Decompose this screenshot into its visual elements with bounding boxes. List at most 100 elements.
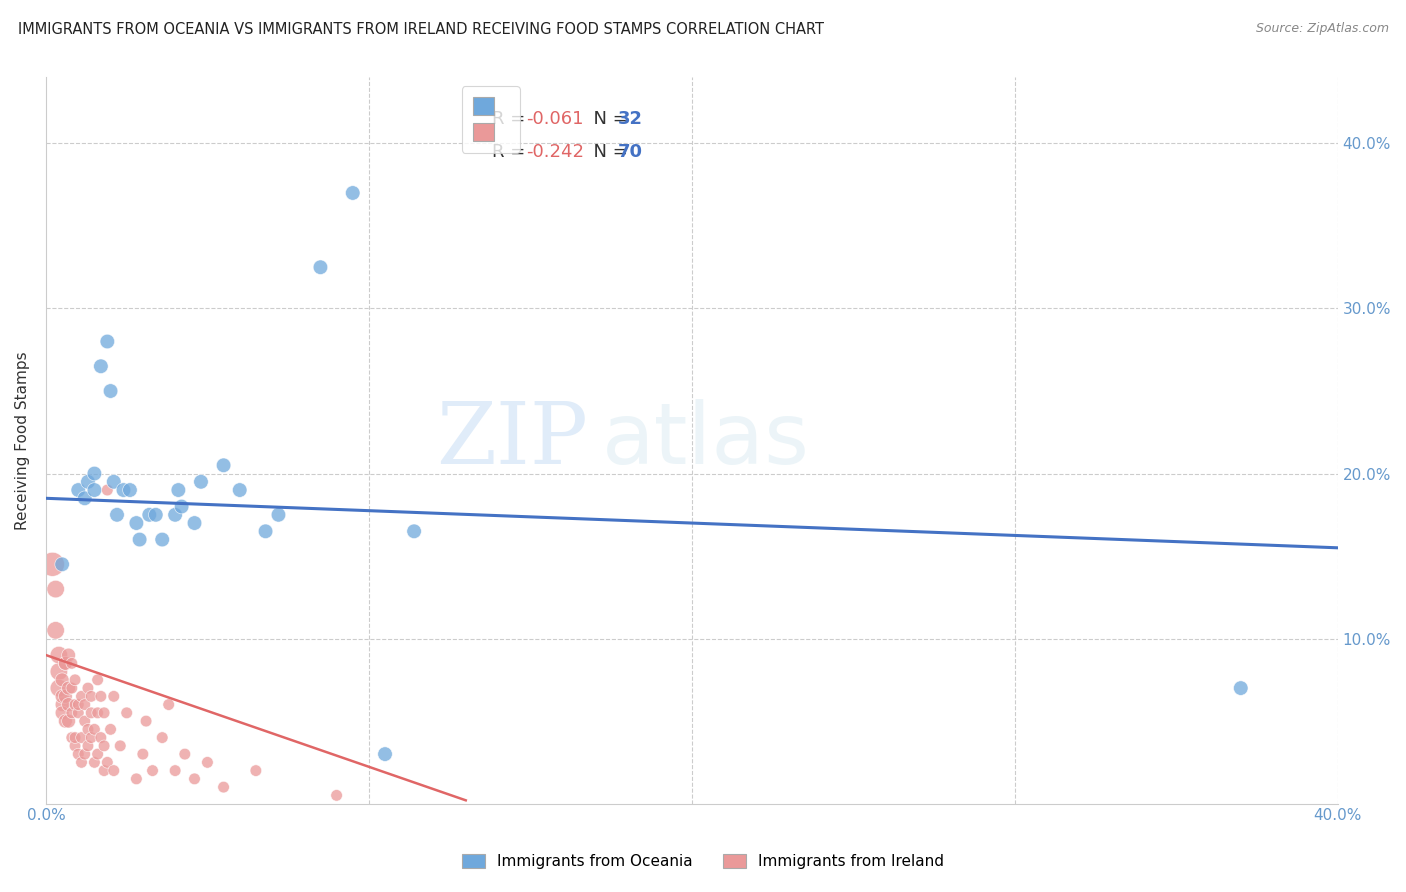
Point	[115, 706, 138, 720]
Legend: , : ,	[463, 87, 520, 153]
Point	[138, 508, 160, 522]
Point	[63, 731, 86, 745]
Point	[73, 747, 96, 761]
Point	[245, 764, 267, 778]
Point	[267, 508, 290, 522]
Point	[128, 533, 150, 547]
Point	[53, 714, 76, 728]
Point	[90, 690, 112, 704]
Point	[86, 706, 108, 720]
Point	[309, 260, 332, 275]
Point	[48, 681, 70, 695]
Point	[63, 739, 86, 753]
Point	[150, 533, 173, 547]
Point	[60, 706, 83, 720]
Point	[132, 747, 155, 761]
Legend: Immigrants from Oceania, Immigrants from Ireland: Immigrants from Oceania, Immigrants from…	[456, 848, 950, 875]
Point	[45, 624, 67, 638]
Point	[254, 524, 277, 539]
Text: 70: 70	[619, 143, 643, 161]
Point	[96, 334, 118, 349]
Point	[51, 673, 73, 687]
Point	[103, 690, 125, 704]
Point	[165, 508, 187, 522]
Point	[86, 747, 108, 761]
Point	[141, 764, 163, 778]
Point	[157, 698, 180, 712]
Point	[118, 483, 141, 497]
Point	[190, 475, 212, 489]
Point	[67, 698, 90, 712]
Point	[83, 756, 105, 770]
Point	[77, 739, 100, 753]
Point	[51, 706, 73, 720]
Point	[100, 384, 122, 398]
Point	[60, 731, 83, 745]
Point	[70, 756, 93, 770]
Point	[135, 714, 157, 728]
Point	[77, 475, 100, 489]
Text: N =: N =	[582, 143, 634, 161]
Point	[53, 690, 76, 704]
Point	[83, 483, 105, 497]
Point	[63, 698, 86, 712]
Point	[96, 756, 118, 770]
Point	[51, 690, 73, 704]
Text: N =: N =	[582, 110, 634, 128]
Point	[70, 731, 93, 745]
Point	[342, 186, 364, 200]
Point	[325, 789, 347, 803]
Point	[83, 467, 105, 481]
Point	[228, 483, 250, 497]
Point	[80, 731, 103, 745]
Point	[145, 508, 167, 522]
Point	[197, 756, 219, 770]
Point	[58, 698, 80, 712]
Point	[170, 500, 193, 514]
Point	[48, 648, 70, 662]
Text: atlas: atlas	[602, 399, 810, 482]
Point	[53, 657, 76, 671]
Point	[105, 508, 128, 522]
Point	[63, 673, 86, 687]
Point	[96, 483, 118, 497]
Point	[100, 723, 122, 737]
Point	[80, 706, 103, 720]
Point	[404, 524, 426, 539]
Point	[103, 475, 125, 489]
Y-axis label: Receiving Food Stamps: Receiving Food Stamps	[15, 351, 30, 530]
Text: IMMIGRANTS FROM OCEANIA VS IMMIGRANTS FROM IRELAND RECEIVING FOOD STAMPS CORRELA: IMMIGRANTS FROM OCEANIA VS IMMIGRANTS FR…	[18, 22, 824, 37]
Point	[212, 458, 235, 473]
Point	[41, 558, 63, 572]
Point	[90, 359, 112, 374]
Point	[183, 516, 205, 530]
Point	[77, 723, 100, 737]
Text: -0.061: -0.061	[526, 110, 583, 128]
Point	[103, 764, 125, 778]
Point	[93, 706, 115, 720]
Point	[150, 731, 173, 745]
Point	[110, 739, 132, 753]
Point	[165, 764, 187, 778]
Point	[167, 483, 190, 497]
Point	[83, 723, 105, 737]
Point	[1229, 681, 1251, 695]
Text: R =: R =	[492, 110, 530, 128]
Point	[374, 747, 396, 761]
Point	[173, 747, 195, 761]
Point	[51, 558, 73, 572]
Text: Source: ZipAtlas.com: Source: ZipAtlas.com	[1256, 22, 1389, 36]
Point	[67, 747, 90, 761]
Text: R =: R =	[492, 143, 530, 161]
Point	[183, 772, 205, 786]
Point	[90, 731, 112, 745]
Point	[67, 706, 90, 720]
Point	[58, 648, 80, 662]
Point	[48, 665, 70, 679]
Point	[53, 657, 76, 671]
Point	[73, 491, 96, 506]
Point	[212, 780, 235, 794]
Point	[93, 764, 115, 778]
Point	[77, 681, 100, 695]
Point	[60, 681, 83, 695]
